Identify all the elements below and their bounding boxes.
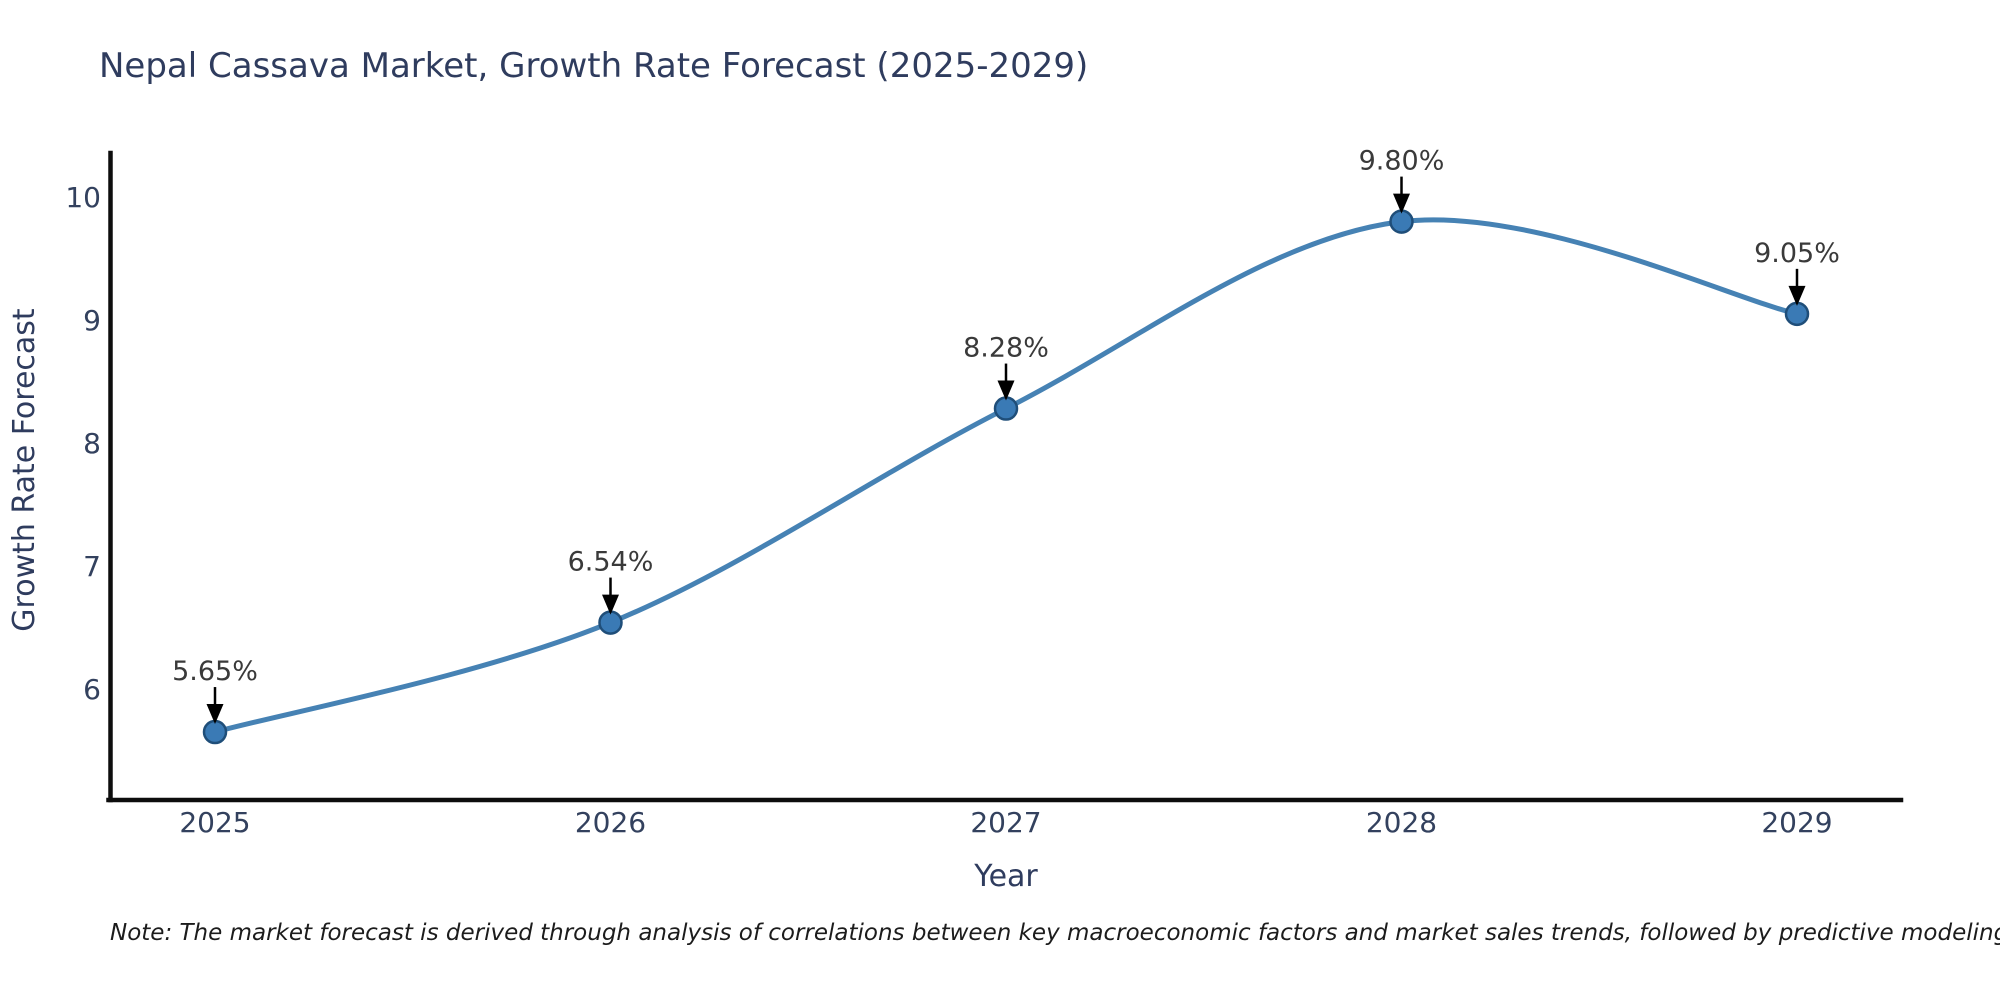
y-tick-label: 7: [83, 550, 101, 583]
chart-title: Nepal Cassava Market, Growth Rate Foreca…: [99, 46, 1088, 86]
data-point-marker: [993, 396, 1019, 421]
y-axis-tick-labels: 6 7 8 9 10: [65, 181, 101, 706]
annotation-arrowhead: [602, 594, 619, 615]
y-tick-label: 10: [65, 181, 101, 214]
annotation-label: 9.80%: [1359, 146, 1445, 177]
annotation-arrowhead: [206, 704, 224, 725]
y-axis-title: Growth Rate Forecast: [7, 308, 42, 632]
data-point-marker: [1389, 209, 1414, 234]
annotation-label: 5.65%: [172, 656, 258, 687]
annotation-arrowhead: [997, 380, 1015, 401]
x-axis-title: Year: [973, 859, 1038, 894]
x-tick-label: 2029: [1761, 806, 1832, 839]
data-point-marker: [1784, 301, 1810, 327]
data-point-marker: [202, 719, 228, 745]
annotation-arrowhead: [1393, 193, 1410, 214]
x-tick-label: 2027: [970, 806, 1041, 839]
y-tick-label: 8: [83, 427, 101, 460]
annotation-arrowhead: [1788, 285, 1806, 306]
series-line: [212, 217, 1800, 735]
point-annotations: 5.65% 6.54% 8.28% 9.80% 9.05%: [172, 146, 1840, 725]
annotation-label: 6.54%: [568, 547, 654, 578]
annotation-label: 8.28%: [963, 333, 1049, 364]
series-markers: [202, 209, 1810, 745]
x-tick-label: 2025: [179, 806, 250, 839]
data-point-marker: [598, 610, 623, 635]
x-tick-label: 2028: [1366, 806, 1437, 839]
y-tick-label: 6: [83, 673, 101, 706]
annotation-label: 9.05%: [1754, 238, 1840, 269]
y-tick-label: 9: [83, 304, 101, 337]
x-tick-label: 2026: [575, 806, 646, 839]
x-axis-tick-labels: 2025 2026 2027 2028 2029: [179, 806, 1832, 839]
footnote: Note: The market forecast is derived thr…: [110, 920, 2000, 946]
